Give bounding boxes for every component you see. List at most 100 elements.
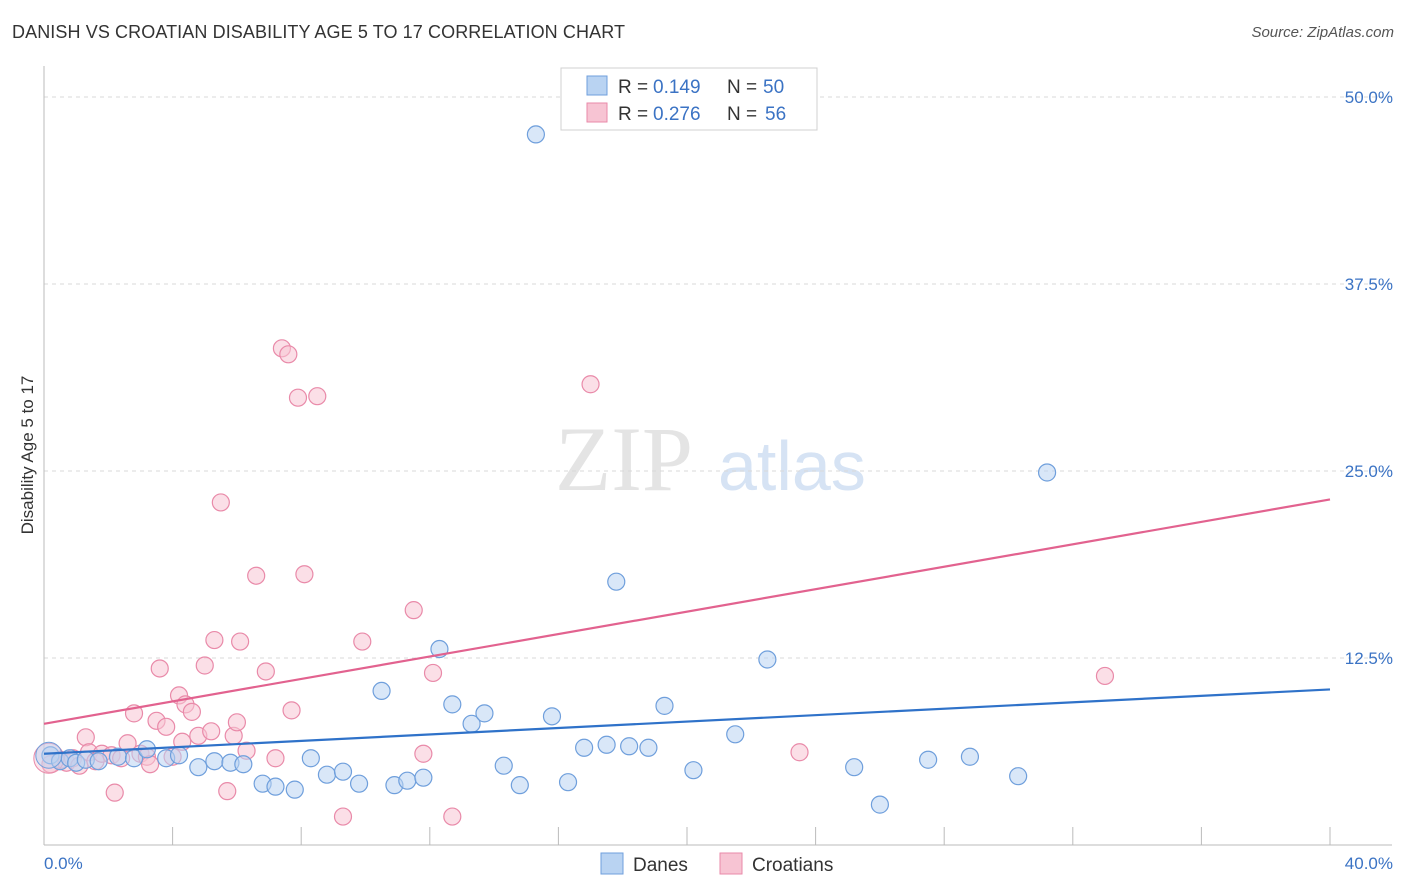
croatians-point-43 xyxy=(308,387,327,406)
danes-point-17 xyxy=(285,780,304,799)
danes-point-46 xyxy=(919,750,938,769)
x-tick-label-0: 0.0% xyxy=(44,854,83,873)
danes-point-33 xyxy=(542,707,562,726)
chart-title: DANISH VS CROATIAN DISABILITY AGE 5 TO 1… xyxy=(12,22,626,42)
danes-point-48 xyxy=(1009,767,1028,786)
bottom-legend-swatch-croatians xyxy=(719,852,743,875)
y-tick-label-0: 12.5% xyxy=(1345,649,1393,668)
grid xyxy=(44,96,1392,659)
legend: R = 0.149 N = 50 R = 0.276 N = 56 xyxy=(560,67,818,131)
croatians-point-39 xyxy=(279,345,298,364)
danes-point-41 xyxy=(684,761,703,780)
danes-point-40 xyxy=(655,696,674,715)
legend-swatch-croatians xyxy=(586,102,608,123)
croatians-point-18 xyxy=(150,659,169,678)
y-tick-label-3: 50.0% xyxy=(1345,88,1393,107)
croatians-point-48 xyxy=(423,663,443,683)
bottom-legend-label-danes: Danes xyxy=(633,855,688,876)
legend-n-label-croatians: N = xyxy=(727,104,757,125)
croatians-point-28 xyxy=(205,630,224,650)
danes-trendline xyxy=(43,688,1331,755)
croatians-point-10 xyxy=(105,783,124,802)
croatians-point-42 xyxy=(295,565,314,584)
croatians-point-32 xyxy=(227,713,246,732)
croatians-point-51 xyxy=(790,743,809,762)
danes-point-18 xyxy=(301,749,320,768)
croatians-point-49 xyxy=(443,807,462,826)
danes-point-10 xyxy=(169,746,189,765)
croatians-point-29 xyxy=(211,493,230,512)
croatians-point-41 xyxy=(288,388,308,407)
croatians-point-19 xyxy=(157,717,176,736)
danes-point-31 xyxy=(510,776,529,795)
legend-n-value-croatians: 56 xyxy=(765,104,786,125)
y-axis-title: Disability Age 5 to 17 xyxy=(18,376,37,535)
croatians-point-52 xyxy=(1095,666,1115,686)
axes xyxy=(43,66,1392,846)
x-tick-label-1: 40.0% xyxy=(1345,854,1393,873)
danes-point-21 xyxy=(349,774,369,793)
croatians-point-47 xyxy=(414,744,433,763)
croatians-point-44 xyxy=(333,807,353,826)
y-tick-labels: 12.5% 25.0% 37.5% 50.0% xyxy=(1345,88,1393,668)
y-tick-label-2: 37.5% xyxy=(1345,275,1393,294)
danes-point-44 xyxy=(845,758,864,777)
danes-point-35 xyxy=(575,738,594,757)
watermark-zip: ZIP xyxy=(555,408,693,510)
danes-point-47 xyxy=(960,747,980,766)
danes-point-38 xyxy=(620,737,639,756)
legend-r-label-croatians: R = xyxy=(618,104,648,125)
danes-point-22 xyxy=(372,681,391,701)
legend-r-label-danes: R = xyxy=(618,77,648,98)
croatians-point-27 xyxy=(202,722,221,741)
croatians-point-26 xyxy=(195,656,214,675)
danes-point-11 xyxy=(189,758,208,777)
bottom-legend: Danes Croatians xyxy=(600,852,833,876)
danes-point-27 xyxy=(443,695,462,714)
legend-n-label-danes: N = xyxy=(727,77,757,98)
danes-point-16 xyxy=(266,777,285,796)
x-tick-labels: 0.0% 40.0% xyxy=(44,854,1393,873)
danes-point-20 xyxy=(333,762,353,781)
bottom-legend-label-croatians: Croatians xyxy=(752,855,833,876)
croatians-point-5 xyxy=(76,728,95,747)
croatians-point-33 xyxy=(231,632,250,651)
danes-point-25 xyxy=(414,768,433,787)
bottom-legend-swatch-danes xyxy=(600,852,624,875)
trendlines xyxy=(43,498,1331,755)
danes-point-19 xyxy=(317,765,337,784)
danes-point-29 xyxy=(475,704,494,723)
watermark: ZIP atlas xyxy=(555,408,866,510)
legend-r-value-croatians: 0.276 xyxy=(653,104,701,125)
danes-point-12 xyxy=(205,752,224,771)
series-danes xyxy=(35,125,1057,814)
croatians-point-36 xyxy=(256,662,275,681)
danes-point-cluster xyxy=(35,741,63,769)
danes-point-39 xyxy=(639,738,658,757)
legend-r-value-danes: 0.149 xyxy=(653,77,701,98)
croatians-point-24 xyxy=(182,702,201,721)
legend-swatch-danes xyxy=(586,75,608,96)
danes-point-37 xyxy=(607,572,626,591)
danes-point-36 xyxy=(597,735,616,754)
croatians-point-30 xyxy=(218,782,237,801)
danes-point-42 xyxy=(726,725,745,744)
danes-point-34 xyxy=(558,773,578,792)
watermark-atlas: atlas xyxy=(718,427,866,505)
danes-point-32 xyxy=(526,125,545,144)
croatians-point-35 xyxy=(247,566,266,585)
danes-point-30 xyxy=(494,756,513,775)
danes-point-14 xyxy=(234,755,253,774)
danes-point-49 xyxy=(1037,463,1057,482)
croatians-point-16 xyxy=(140,755,160,774)
legend-n-value-danes: 50 xyxy=(763,77,784,98)
danes-point-43 xyxy=(758,650,777,669)
danes-point-24 xyxy=(398,771,417,790)
croatians-point-40 xyxy=(282,701,301,720)
croatians-point-12 xyxy=(118,734,137,753)
croatians-trendline xyxy=(43,498,1331,725)
croatians-point-46 xyxy=(404,601,423,620)
croatians-point-50 xyxy=(581,375,600,394)
croatians-point-37 xyxy=(266,749,285,768)
